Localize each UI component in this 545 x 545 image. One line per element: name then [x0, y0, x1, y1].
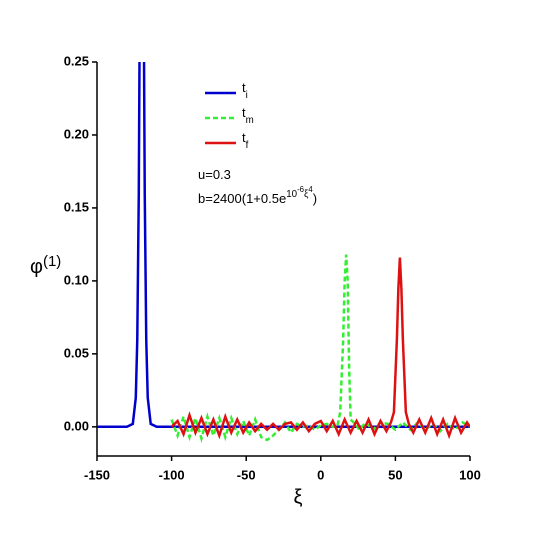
- label-part: -6: [297, 185, 304, 194]
- line: [97, 62, 470, 429]
- y-tick-label: 0.00: [64, 418, 89, 433]
- label-part: f: [246, 140, 249, 151]
- y-tick-label: 0.10: [64, 272, 89, 287]
- label-part: ξ: [304, 189, 309, 200]
- label-part: t: [242, 130, 246, 145]
- y-tick-label: 0.20: [64, 126, 89, 141]
- x-tick-label: 50: [388, 467, 402, 482]
- x-axis-label: ξ: [294, 486, 303, 508]
- label-part: (1): [43, 253, 61, 270]
- label: u=0.3: [198, 167, 231, 182]
- label: φ(1): [30, 253, 61, 278]
- x-tick-label: 100: [459, 467, 481, 482]
- y-tick-label: 0.15: [64, 199, 89, 214]
- label-part: t: [242, 80, 246, 95]
- x-tick-label: -150: [84, 467, 110, 482]
- x-tick-label: 0: [317, 467, 324, 482]
- plot-area: [97, 62, 470, 444]
- label-part: t: [242, 105, 246, 120]
- label-part: m: [246, 115, 254, 126]
- line: [170, 254, 470, 444]
- label: tm: [242, 105, 254, 125]
- label-part: ): [313, 191, 317, 206]
- y-tick-label: 0.05: [64, 345, 89, 360]
- label: ti: [242, 80, 248, 100]
- label-part: u=0.3: [198, 167, 231, 182]
- label-part: 10: [286, 189, 297, 200]
- y-tick-label: 0.25: [64, 53, 89, 68]
- label: b=2400(1+0.5e10-6ξ4): [198, 185, 317, 206]
- label-part: φ: [30, 256, 43, 278]
- line: [170, 257, 470, 440]
- label-part: 4: [308, 185, 313, 194]
- label-part: i: [246, 90, 248, 101]
- x-tick-label: -100: [159, 467, 185, 482]
- label: tf: [242, 130, 249, 150]
- label-part: b=2400(1+0.5e: [198, 191, 286, 206]
- x-tick-label: -50: [237, 467, 256, 482]
